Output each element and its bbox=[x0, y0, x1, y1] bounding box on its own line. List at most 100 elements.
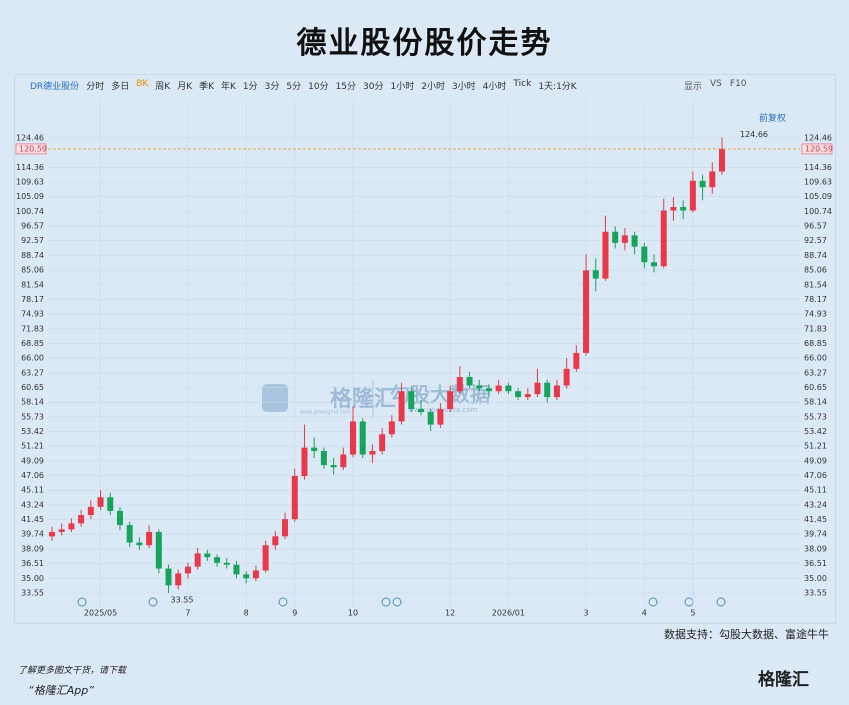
y-tick-label: 124.46 bbox=[16, 133, 44, 142]
candle-body bbox=[126, 525, 133, 543]
toolbar-item[interactable]: 1分 bbox=[242, 82, 258, 92]
y-tick-label: 81.54 bbox=[21, 280, 44, 289]
watermark-site: www.gelonghui.com bbox=[300, 410, 351, 416]
toolbar-item[interactable]: 15分 bbox=[335, 82, 357, 92]
candle-body bbox=[136, 542, 143, 546]
toolbar: DR德业股份 分时 多日 BK 周K 月K 季K 年K 1分 3分 5分 10分 15分 30分 1小时 2小… bbox=[30, 79, 577, 92]
y-tick-label-right: 35.00 bbox=[804, 574, 827, 583]
toolbar-item[interactable]: Tick bbox=[513, 79, 532, 89]
candle-body bbox=[612, 231, 619, 243]
y-tick-label: 63.27 bbox=[21, 368, 44, 377]
toolbar-item[interactable]: 1天:1分K bbox=[538, 82, 577, 92]
candle-body bbox=[447, 391, 454, 410]
candle-body bbox=[155, 531, 162, 569]
candle-body bbox=[485, 388, 492, 392]
event-icon[interactable] bbox=[392, 597, 402, 607]
candle-body bbox=[680, 207, 687, 211]
candle-body bbox=[660, 210, 667, 267]
candle-body bbox=[699, 180, 706, 188]
x-tick-label: 5 bbox=[690, 609, 695, 618]
candle-body bbox=[116, 510, 123, 526]
candle-body bbox=[330, 465, 337, 468]
toolbar-item[interactable]: 2小时 bbox=[421, 82, 445, 92]
y-tick-label-right: 33.55 bbox=[804, 588, 827, 597]
y-tick-label-right: 63.27 bbox=[804, 368, 827, 377]
candle-body bbox=[417, 409, 424, 413]
y-tick-label-right: 55.73 bbox=[804, 412, 827, 421]
y-tick-label-right: 36.51 bbox=[804, 559, 827, 568]
y-tick-label: 71.83 bbox=[21, 324, 44, 333]
toolbar-item[interactable]: 季K bbox=[199, 82, 215, 92]
candle-body bbox=[68, 523, 75, 530]
y-tick-label: 66.00 bbox=[21, 354, 44, 363]
y-tick-label: 100.74 bbox=[16, 207, 44, 216]
x-tick-label: 7 bbox=[185, 609, 190, 618]
x-tick-label: 9 bbox=[292, 609, 297, 618]
candle-body bbox=[466, 377, 473, 386]
candle-body bbox=[262, 545, 269, 571]
toolbar-item[interactable]: F10 bbox=[729, 79, 747, 89]
grid bbox=[48, 100, 800, 608]
y-tick-label: 60.65 bbox=[21, 383, 44, 392]
y-tick-label: 53.42 bbox=[21, 427, 44, 436]
candle-body bbox=[388, 421, 395, 435]
y-tick-label: 45.11 bbox=[21, 486, 44, 495]
x-tick-label: 2025/05 bbox=[84, 609, 117, 618]
adjust-button[interactable]: 前复权 bbox=[759, 114, 787, 124]
y-tick-label-right: 39.74 bbox=[804, 530, 827, 539]
candle-body bbox=[456, 377, 463, 392]
y-tick-label-right: 51.21 bbox=[804, 442, 827, 451]
event-icon[interactable] bbox=[716, 597, 726, 607]
toolbar-item[interactable]: 分时 bbox=[86, 82, 105, 92]
y-tick-label-right: 88.74 bbox=[804, 251, 827, 260]
last-price-label: 120.59 bbox=[19, 144, 47, 153]
candle-body bbox=[689, 180, 696, 211]
candle-body bbox=[359, 421, 366, 455]
event-icon[interactable] bbox=[77, 597, 87, 607]
toolbar-item[interactable]: DR德业股份 bbox=[30, 82, 80, 92]
candle-body bbox=[301, 447, 308, 476]
toolbar-item[interactable]: 年K bbox=[221, 82, 236, 92]
candle-body bbox=[350, 421, 357, 455]
y-tick-label-right: 78.17 bbox=[804, 295, 827, 304]
event-icon[interactable] bbox=[648, 597, 658, 607]
toolbar-item[interactable]: 10分 bbox=[308, 82, 329, 92]
candle-body bbox=[340, 454, 347, 468]
x-tick-label: 12 bbox=[445, 609, 455, 618]
candle-body bbox=[243, 574, 250, 579]
event-icon[interactable] bbox=[278, 597, 288, 607]
y-tick-label: 38.09 bbox=[21, 544, 44, 553]
candle-body bbox=[592, 270, 599, 279]
toolbar-item[interactable]: 5分 bbox=[286, 82, 302, 92]
toolbar-item[interactable]: 周K bbox=[155, 82, 171, 92]
candle-body bbox=[602, 231, 609, 279]
toolbar-item[interactable]: 3小时 bbox=[451, 82, 476, 92]
toolbar-item[interactable]: VS bbox=[710, 79, 722, 89]
candle-body bbox=[107, 497, 114, 511]
toolbar-item[interactable]: 月K bbox=[177, 82, 193, 92]
candle-body bbox=[563, 368, 570, 386]
y-tick-label-right: 45.11 bbox=[804, 486, 827, 495]
y-tick-label: 96.57 bbox=[21, 222, 44, 231]
x-tick-label: 8 bbox=[244, 609, 249, 618]
candle-body bbox=[204, 553, 211, 558]
candle-body bbox=[165, 568, 172, 586]
toolbar-item[interactable]: 1小时 bbox=[390, 82, 415, 92]
x-tick-label: 4 bbox=[642, 609, 647, 618]
candle-body bbox=[282, 519, 289, 537]
toolbar-item[interactable]: 显示 bbox=[684, 82, 703, 92]
toolbar-item[interactable]: 30分 bbox=[363, 82, 384, 92]
y-tick-label-right: 114.36 bbox=[804, 163, 832, 172]
event-icon[interactable] bbox=[148, 597, 158, 607]
y-tick-label: 109.63 bbox=[16, 178, 44, 187]
toolbar-item[interactable]: 3分 bbox=[264, 82, 280, 92]
toolbar-item[interactable]: 多日 bbox=[111, 82, 130, 92]
event-icon[interactable] bbox=[684, 597, 694, 607]
chart-widget bbox=[14, 74, 836, 624]
candle-body bbox=[427, 412, 434, 425]
watermark-data: 勾股大数据 bbox=[390, 383, 490, 407]
toolbar-item[interactable]: BK bbox=[136, 79, 149, 89]
event-icon[interactable] bbox=[381, 597, 391, 607]
toolbar-item[interactable]: 4小时 bbox=[482, 82, 507, 92]
candle-body bbox=[252, 570, 259, 579]
